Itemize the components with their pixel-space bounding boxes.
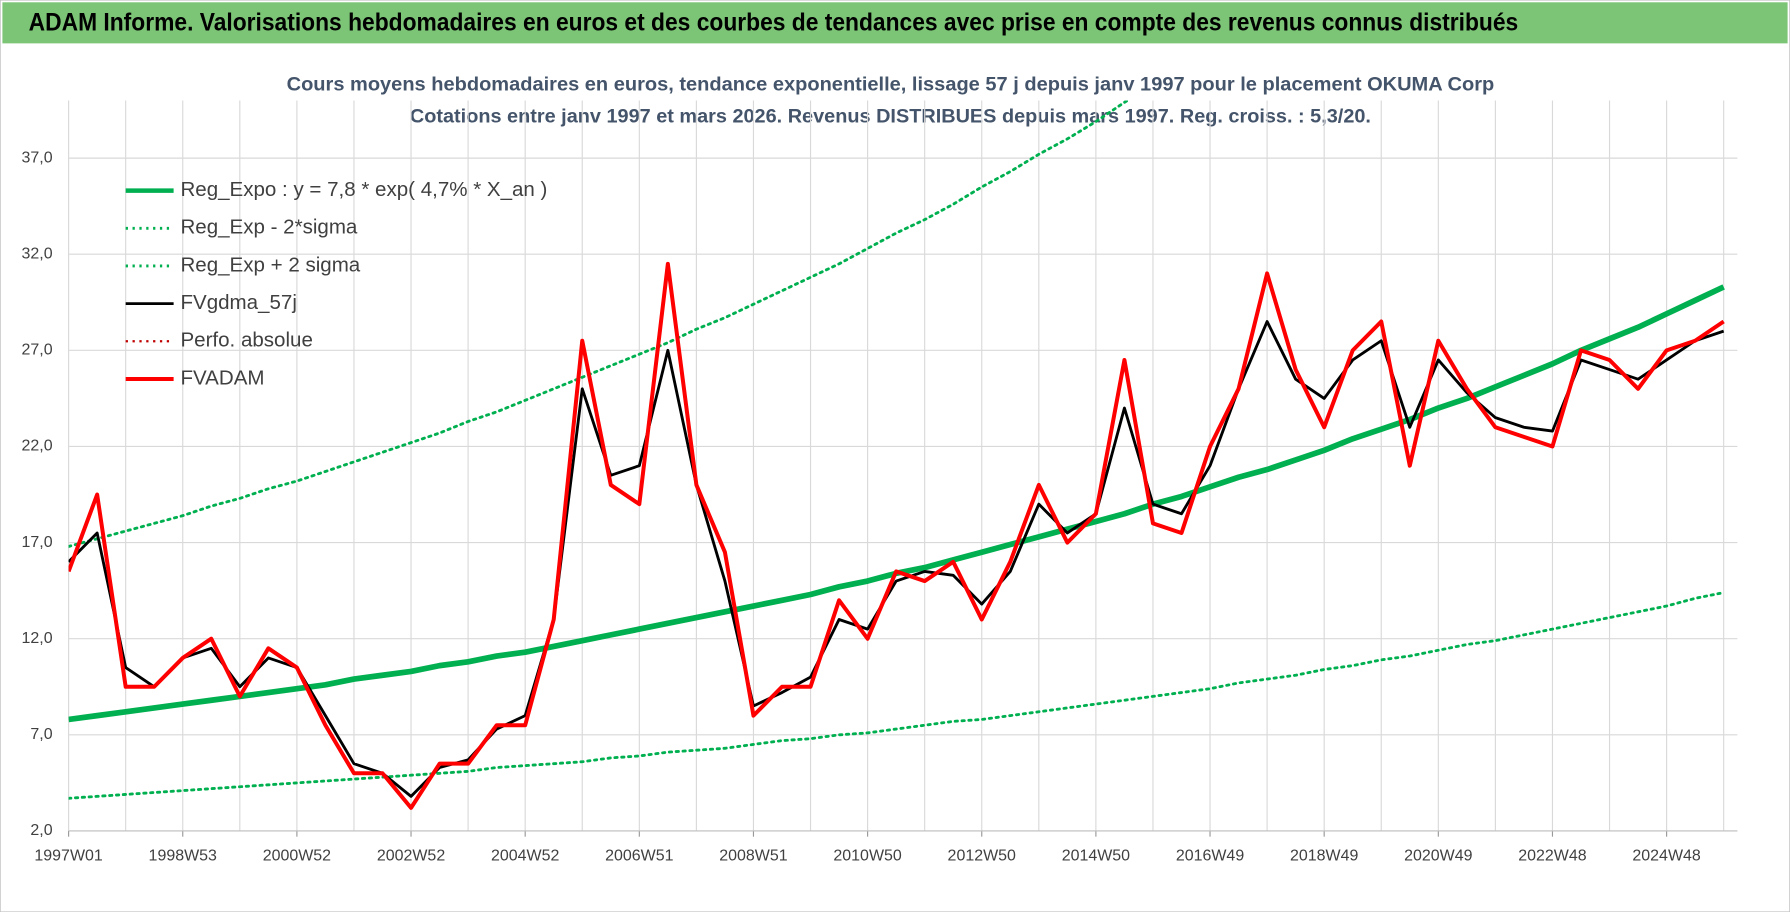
x-tick-label: 2004W52 <box>491 847 559 864</box>
header-bar <box>2 2 1788 44</box>
legend-label: Reg_Expo : y = 7,8 * exp( 4,7% * X_an ) <box>180 178 547 201</box>
legend: Reg_Expo : y = 7,8 * exp( 4,7% * X_an ) R… <box>125 178 547 389</box>
y-tick-label: 22,0 <box>22 438 53 455</box>
y-tick-label: 7,0 <box>30 726 52 743</box>
legend-label: FVADAM <box>180 366 264 389</box>
y-tick-label: 37,0 <box>22 149 53 166</box>
x-tick-label: 2008W51 <box>719 847 787 864</box>
y-tick-label: 2,0 <box>30 822 52 839</box>
y-tick-label: 17,0 <box>22 534 53 551</box>
header-title: ADAM Informe. Valorisations hebdomadaire… <box>29 9 1519 37</box>
chart-title: Cours moyens hebdomadaires en euros, ten… <box>287 74 1495 96</box>
x-tick-label: 1997W01 <box>34 847 102 864</box>
x-tick-label: 2020W49 <box>1404 847 1472 864</box>
y-tick-label: 12,0 <box>22 630 53 647</box>
x-tick-label: 2012W50 <box>948 847 1016 864</box>
legend-label: Reg_Exp - 2*sigma <box>180 216 357 239</box>
x-tick-label: 2014W50 <box>1062 847 1130 864</box>
series-line <box>68 261 1725 810</box>
x-tick-label: 1998W53 <box>149 847 217 864</box>
y-tick-label: 27,0 <box>22 342 53 359</box>
legend-label: Reg_Exp + 2 sigma <box>180 253 360 276</box>
chart-subtitle: Cotations entre janv 1997 et mars 2026. … <box>410 106 1371 128</box>
legend-label: Perfo. absolue <box>180 329 312 352</box>
y-tick-label: 32,0 <box>22 245 53 262</box>
x-tick-label: 2000W52 <box>263 847 331 864</box>
legend-label: FVgdma_57j <box>180 291 296 314</box>
x-tick-label: 2024W48 <box>1632 847 1700 864</box>
x-tick-label: 2010W50 <box>833 847 901 864</box>
x-tick-label: 2006W51 <box>605 847 673 864</box>
series-line <box>68 591 1726 800</box>
x-tick-label: 2016W49 <box>1176 847 1244 864</box>
x-tick-label: 2022W48 <box>1518 847 1586 864</box>
lines <box>68 100 1726 810</box>
x-tick-label: 2002W52 <box>377 847 445 864</box>
grid: 2,0 7,0 12,0 17,0 22,0 27,0 32,0 37,0 1997W01 199… <box>22 100 1738 864</box>
series-line <box>68 320 1725 798</box>
x-tick-label: 2018W49 <box>1290 847 1358 864</box>
series-line <box>68 100 1131 548</box>
